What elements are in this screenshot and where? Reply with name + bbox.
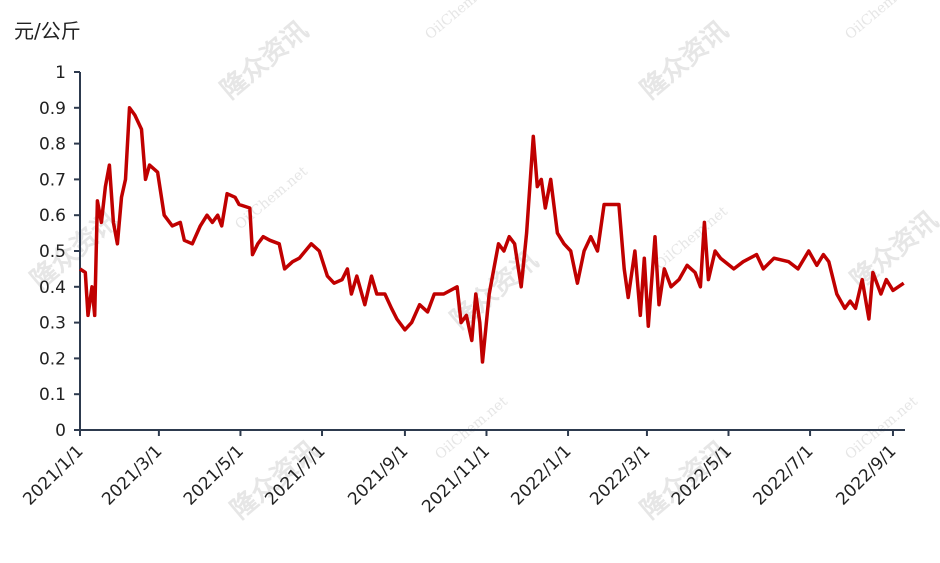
y-tick-label: 0.5 — [39, 242, 66, 262]
watermark: OilChem.net — [842, 0, 921, 43]
y-tick-label: 0 — [55, 421, 66, 441]
x-tick-label: 2022/1/1 — [507, 441, 575, 509]
y-axis-title: 元/公斤 — [14, 19, 81, 43]
y-tick-label: 0.7 — [39, 170, 66, 190]
watermark: 隆众资讯 — [635, 16, 734, 106]
watermark: 隆众资讯 — [215, 16, 314, 106]
y-tick-label: 0.9 — [39, 99, 66, 119]
watermark: OilChem.net — [652, 203, 731, 273]
y-tick-label: 0.2 — [39, 349, 66, 369]
watermark: OilChem.net — [232, 163, 311, 233]
data-line — [79, 106, 905, 364]
y-tick-label: 0.6 — [39, 206, 66, 226]
y-tick-label: 1 — [55, 63, 66, 83]
y-tick-label: 0.4 — [39, 278, 66, 298]
watermark: 隆众资讯 — [845, 206, 940, 296]
x-tick-label: 2021/1/1 — [19, 441, 87, 509]
x-tick-label: 2021/9/1 — [344, 441, 412, 509]
x-tick-label: 2021/3/1 — [98, 441, 166, 509]
x-tick-label: 2022/7/1 — [749, 441, 817, 509]
y-tick-label: 0.3 — [39, 314, 66, 334]
watermark: OilChem.net — [422, 0, 501, 43]
y-tick-label: 0.8 — [39, 135, 66, 155]
y-tick-label: 0.1 — [39, 385, 66, 405]
x-tick-label: 2021/11/1 — [418, 441, 494, 517]
